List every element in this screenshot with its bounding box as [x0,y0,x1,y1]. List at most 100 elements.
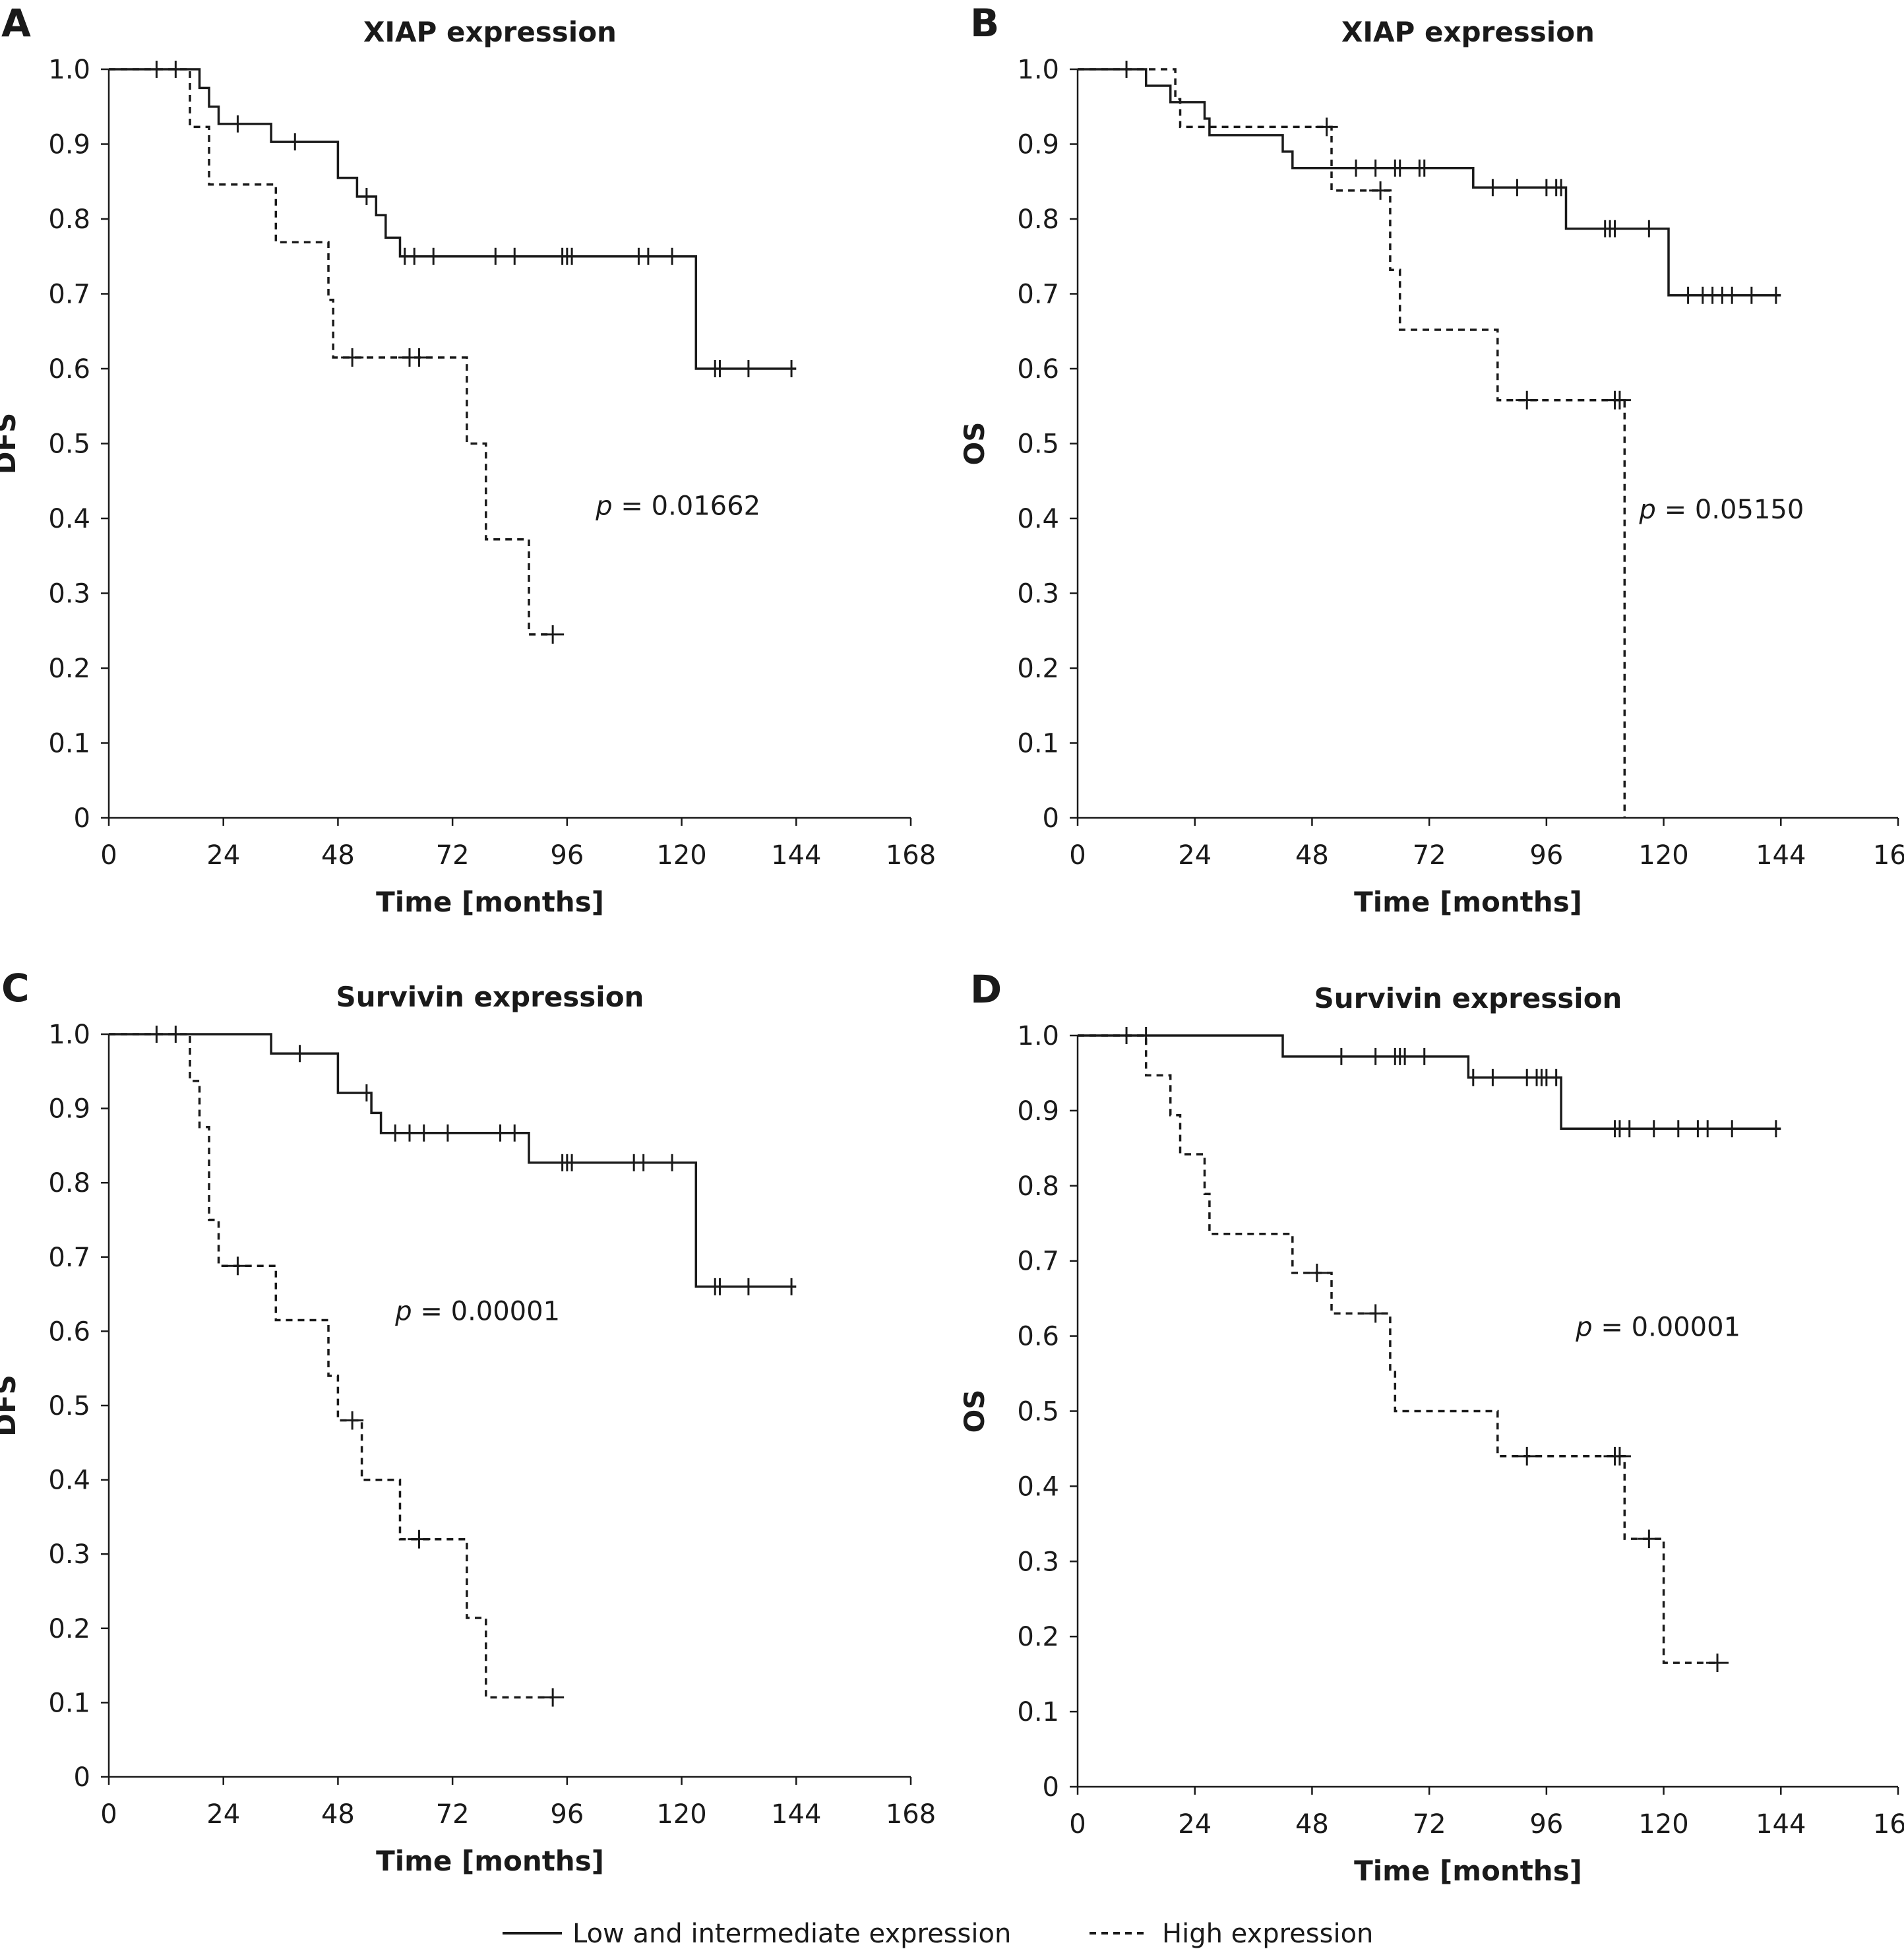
p-value: = 0.00001 [412,1297,560,1327]
y-tick-label: 0.3 [48,1539,90,1570]
x-tick-label: 0 [1069,1809,1086,1840]
y-axis-label: OS [958,1390,991,1433]
y-tick-label: 0.5 [1017,429,1059,460]
x-axis-label: Time [months] [1354,886,1582,918]
panel-title: Survivin expression [1314,982,1622,1014]
y-tick-label: 0.7 [1017,280,1059,310]
km-curve-low [1078,1034,1781,1130]
p-value-annotation: p = 0.00001 [394,1297,560,1327]
y-tick-label: 1.0 [48,1020,90,1050]
y-tick-label: 0 [74,803,90,834]
y-tick-label: 0.2 [1017,654,1059,684]
x-tick-label: 96 [550,840,584,871]
y-tick-label: 0.6 [48,354,90,385]
x-tick-label: 144 [1756,1809,1806,1840]
panel-letter-b: B [970,1,999,46]
y-axis-label: DFS [0,1375,22,1437]
panel-title: XIAP expression [363,16,617,48]
y-tick-label: 0.2 [48,1614,90,1644]
x-tick-label: 72 [436,840,470,871]
p-value: = 0.01662 [613,491,760,521]
y-tick-label: 0.1 [48,1688,90,1718]
x-tick-label: 0 [100,840,117,871]
y-tick-label: 0.4 [48,504,90,534]
y-tick-label: 0.3 [48,579,90,609]
panel-d: D Survivin expression 0 0.1 0.2 0.3 0.4 0.5 0.6 0… [958,967,1904,1887]
p-symbol: p [394,1297,412,1327]
x-tick-label: 0 [1069,840,1086,871]
y-tick-label: 0.9 [48,130,90,160]
km-curve-low [109,68,797,370]
y-tick-label: 0.9 [48,1094,90,1125]
x-tick-label: 96 [1529,840,1563,871]
x-tick-label: 72 [1413,840,1446,871]
x-tick-label: 24 [1178,840,1212,871]
p-value-annotation: p = 0.00001 [1575,1313,1740,1343]
y-tick-label: 0.7 [1017,1247,1059,1277]
x-tick-label: 24 [206,840,240,871]
y-tick-label: 0.1 [48,729,90,759]
p-value: = 0.00001 [1593,1313,1740,1343]
x-tick-label: 72 [1413,1809,1446,1840]
y-tick-label: 0.1 [1017,729,1059,759]
p-value-annotation: p = 0.01662 [595,491,760,521]
x-tick-label: 24 [206,1799,240,1830]
y-tick-label: 0.6 [48,1316,90,1347]
y-tick-label: 1.0 [1017,1021,1059,1051]
x-tick-label: 96 [550,1799,584,1830]
panel-a: A XIAP expression 0 0.1 0.2 0.3 0.4 0.5 0.6 0.7 0.… [0,1,936,918]
panels: A XIAP expression 0 0.1 0.2 0.3 0.4 0.5 0.6 0.7 0.… [0,1,1904,1887]
p-value: = 0.05150 [1656,495,1804,525]
x-tick-label: 120 [1638,1809,1688,1840]
y-tick-label: 0.7 [48,280,90,310]
y-tick-label: 0.6 [1017,354,1059,385]
y-tick-label: 0.7 [48,1243,90,1273]
y-tick-label: 0 [1043,1772,1059,1803]
y-tick-label: 0.5 [48,1391,90,1421]
y-tick-label: 0.8 [48,204,90,235]
y-tick-label: 0.2 [48,654,90,684]
y-axis-label: DFS [0,413,22,475]
panel-letter-a: A [1,1,31,46]
x-tick-label: 144 [1756,840,1806,871]
x-tick-label: 96 [1529,1809,1563,1840]
x-tick-label: 168 [1873,840,1904,871]
x-tick-label: 168 [1873,1809,1904,1840]
p-symbol: p [1575,1313,1592,1343]
legend-label-low: Low and intermediate expression [572,1919,1011,1949]
legend: Low and intermediate expression High exp… [503,1919,1373,1949]
panel-title: Survivin expression [336,981,644,1013]
y-tick-label: 0.9 [1017,1096,1059,1127]
y-tick-label: 0.4 [48,1466,90,1496]
x-axis-label: Time [months] [1354,1855,1582,1887]
x-tick-label: 168 [886,1799,936,1830]
y-tick-label: 0.5 [48,429,90,460]
y-tick-label: 1.0 [1017,55,1059,85]
y-tick-label: 0.8 [1017,204,1059,235]
y-tick-label: 0 [74,1762,90,1793]
y-tick-label: 0.3 [1017,579,1059,609]
x-axis-label: Time [months] [376,886,604,918]
panel-letter-d: D [970,967,1002,1012]
p-value-annotation: p = 0.05150 [1639,495,1804,525]
y-tick-label: 0.4 [1017,504,1059,534]
y-axis-label: OS [958,422,991,466]
x-tick-label: 48 [1295,1809,1329,1840]
x-tick-label: 48 [321,1799,355,1830]
x-tick-label: 144 [771,840,821,871]
y-tick-label: 0.1 [1017,1697,1059,1727]
km-curve-high [1078,68,1626,818]
x-tick-label: 48 [1295,840,1329,871]
y-tick-label: 0.9 [1017,130,1059,160]
x-tick-label: 120 [656,840,706,871]
x-tick-label: 0 [100,1799,117,1830]
km-curve-high [109,68,553,636]
y-tick-label: 0.6 [1017,1322,1059,1352]
panel-letter-c: C [1,966,30,1010]
panel-b: B XIAP expression 0 0.1 0.2 0.3 0.4 0.5 0.6 0.7 0.… [958,1,1904,918]
y-tick-label: 0.8 [48,1168,90,1198]
y-tick-label: 0.4 [1017,1471,1059,1502]
panel-title: XIAP expression [1341,16,1595,48]
p-symbol: p [1639,495,1656,525]
